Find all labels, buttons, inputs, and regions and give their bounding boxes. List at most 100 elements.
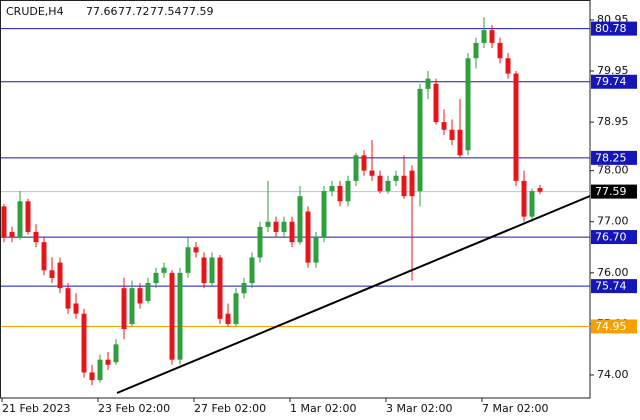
last-price-label: 77.59 <box>595 185 627 198</box>
candle-body <box>185 247 191 273</box>
candle-body <box>145 283 151 301</box>
x-tick-label: 7 Mar 02:00 <box>482 402 548 415</box>
candle-body <box>65 288 71 309</box>
candle-body <box>33 231 39 243</box>
candle-body <box>313 237 319 263</box>
chart-title: CRUDE,H4 <box>6 5 64 18</box>
candle-body <box>89 372 95 381</box>
level-label-bg <box>591 74 637 89</box>
candle-body <box>233 293 239 324</box>
candle-body <box>241 283 247 294</box>
ohlc-close: 77.59 <box>182 5 214 18</box>
candle-body <box>497 42 503 59</box>
candle-body <box>345 180 351 202</box>
candle-body <box>281 221 287 232</box>
candle-body <box>401 175 407 197</box>
candle-body <box>25 201 31 232</box>
candle-body <box>441 122 447 130</box>
x-tick-label: 1 Mar 02:00 <box>290 402 356 415</box>
candle-body <box>465 58 471 151</box>
candle-body <box>473 42 479 59</box>
candle-body <box>297 196 303 243</box>
y-tick-label: 74.00 <box>597 368 629 381</box>
level-label-bg <box>591 279 637 294</box>
candle-body <box>193 247 199 253</box>
candle-body <box>513 73 519 181</box>
candle-body <box>337 185 343 202</box>
candle-body <box>265 221 271 227</box>
level-label: 75.74 <box>595 280 627 293</box>
candle-body <box>353 155 359 181</box>
candle-body <box>537 188 543 192</box>
y-tick-label: 78.95 <box>597 115 629 128</box>
candle-body <box>129 288 135 324</box>
candle-body <box>153 272 159 284</box>
candle-body <box>305 211 311 263</box>
candle-body <box>249 257 255 284</box>
candle-body <box>425 78 431 89</box>
x-tick-label: 3 Mar 02:00 <box>386 402 452 415</box>
plot-layer <box>1 17 590 386</box>
level-label: 80.78 <box>595 22 627 35</box>
candle-body <box>481 30 487 43</box>
level-label: 78.25 <box>595 151 627 164</box>
candle-body <box>225 313 231 324</box>
level-label-bg <box>591 150 637 165</box>
candle-body <box>289 221 295 243</box>
candle-body <box>417 88 423 192</box>
candle-body <box>137 288 143 304</box>
candle-body <box>9 231 15 238</box>
candle-body <box>209 257 215 284</box>
candle-body <box>529 191 535 217</box>
y-tick-label: 79.95 <box>597 64 629 77</box>
candle-body <box>113 344 119 363</box>
candle-body <box>393 175 399 181</box>
candle-body <box>105 359 111 365</box>
x-tick-label: 23 Feb 02:00 <box>98 402 170 415</box>
candle-body <box>449 129 455 140</box>
candle-body <box>161 267 167 273</box>
candle-body <box>409 170 415 197</box>
level-label-bg <box>591 319 637 334</box>
level-label-bg <box>591 21 637 36</box>
y-tick-label: 76.00 <box>597 266 629 279</box>
candle-body <box>377 175 383 192</box>
level-label: 79.74 <box>595 75 627 88</box>
level-label: 74.95 <box>595 320 627 333</box>
candle-body <box>385 180 391 192</box>
level-label: 76.70 <box>595 231 627 244</box>
ohlc-high: 77.72 <box>118 5 150 18</box>
candle-body <box>169 272 175 360</box>
candle-body <box>1 206 7 238</box>
candle-body <box>201 257 207 284</box>
candle-body <box>121 288 127 330</box>
candle-body <box>521 180 527 217</box>
candle-body <box>17 201 23 238</box>
x-tick-label: 27 Feb 02:00 <box>194 402 266 415</box>
candle-body <box>57 262 63 289</box>
candle-body <box>97 359 103 381</box>
y-tick-label: 78.00 <box>597 164 629 177</box>
candle-body <box>273 221 279 232</box>
candle-body <box>361 155 367 171</box>
candle-body <box>489 30 495 43</box>
candle-body <box>433 83 439 123</box>
candle-body <box>81 313 87 373</box>
ohlc-open: 77.66 <box>86 5 118 18</box>
candle-body <box>321 191 327 238</box>
candle-body <box>217 257 223 319</box>
last-price-bg <box>591 184 637 199</box>
candle-body <box>73 303 79 314</box>
candle-body <box>369 170 375 176</box>
candle-body <box>457 129 463 156</box>
candle-body <box>329 185 335 192</box>
candle-body <box>49 270 55 278</box>
candle-body <box>257 226 263 258</box>
plot-frame <box>0 0 591 399</box>
trend-line <box>116 195 591 394</box>
x-tick-label: 21 Feb 2023 <box>2 402 70 415</box>
ohlc-low: 77.54 <box>150 5 182 18</box>
candle-body <box>505 58 511 74</box>
candle-body <box>41 242 47 271</box>
